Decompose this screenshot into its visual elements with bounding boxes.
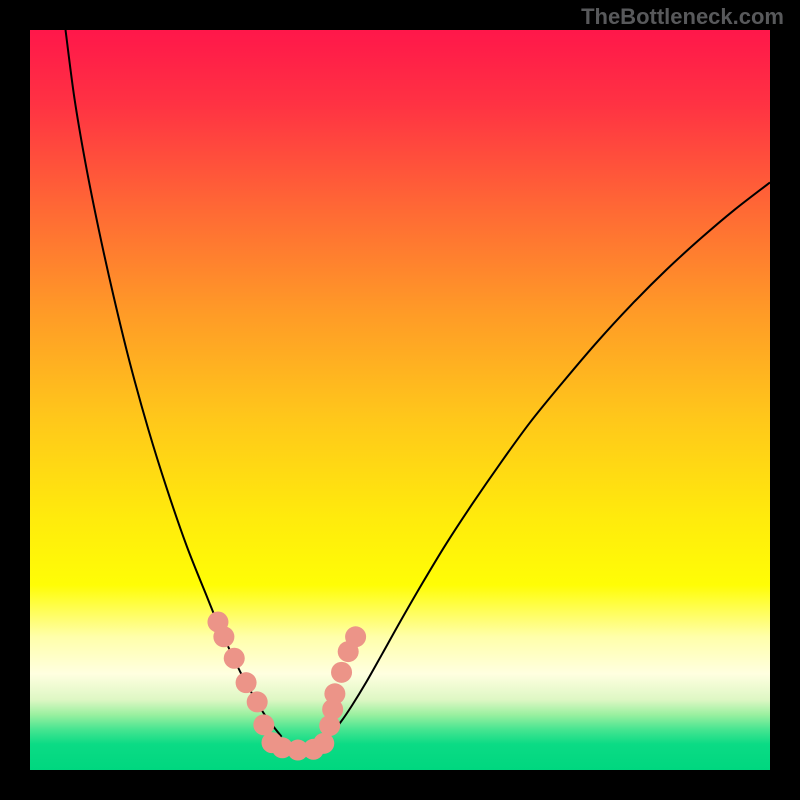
marker-dot bbox=[313, 733, 334, 754]
plot-area bbox=[30, 30, 770, 770]
marker-dot bbox=[324, 683, 345, 704]
right-curve bbox=[330, 182, 770, 735]
chart-container: TheBottleneck.com bbox=[0, 0, 800, 800]
curve-layer bbox=[30, 30, 770, 770]
markers-group bbox=[207, 612, 366, 761]
marker-dot bbox=[213, 626, 234, 647]
watermark: TheBottleneck.com bbox=[581, 4, 784, 30]
marker-dot bbox=[247, 691, 268, 712]
marker-dot bbox=[236, 672, 257, 693]
marker-dot bbox=[345, 626, 366, 647]
marker-dot bbox=[224, 648, 245, 669]
left-curve bbox=[66, 30, 282, 737]
marker-dot bbox=[331, 662, 352, 683]
